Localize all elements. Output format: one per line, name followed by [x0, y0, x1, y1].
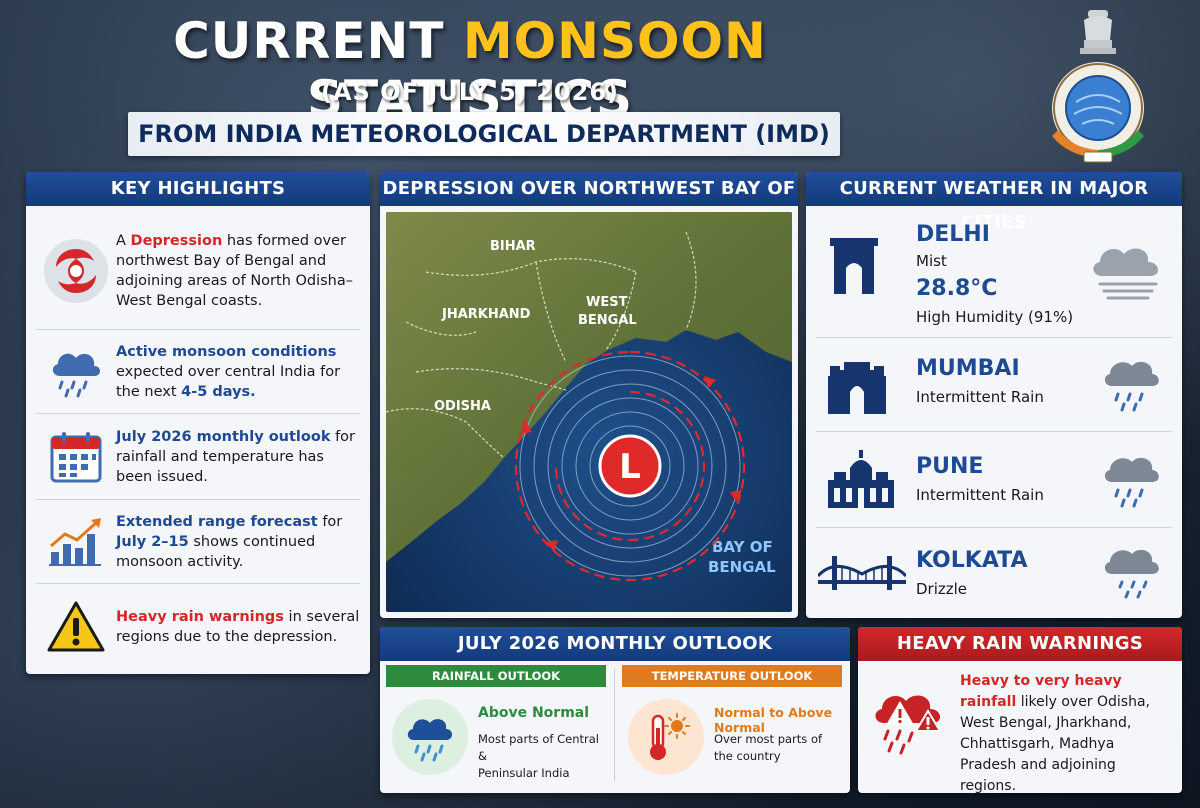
city-condition: Drizzle: [916, 580, 968, 598]
howrah-bridge-icon: [818, 556, 906, 590]
title-accent: MONSOON: [462, 12, 767, 70]
heavy-rain-warnings-text: Heavy to very heavy rainfall likely over…: [960, 673, 1151, 793]
cyclone-icon: [44, 238, 108, 303]
highlight-item-depression: A Depression has formed over northwest B…: [36, 212, 360, 330]
imd-emblem-icon: [1052, 10, 1144, 163]
depression-map: BIHAR JHARKHAND WEST BENGAL ODISHA BAY O…: [386, 212, 792, 612]
city-name: DELHI: [916, 222, 990, 247]
highlight-text: Active monsoon conditions expected over …: [116, 343, 341, 400]
chart-up-icon: [49, 517, 101, 566]
monthly-outlook-heading: JULY 2026 MONTHLY OUTLOOK: [380, 627, 850, 661]
rain-cloud-icon: [407, 719, 452, 762]
temperature-outlook-heading: TEMPERATURE OUTLOOK: [622, 665, 842, 687]
source-banner: FROM INDIA METEOROLOGICAL DEPARTMENT (IM…: [128, 112, 840, 156]
temperature-outlook-desc: Over most parts of the country: [714, 732, 823, 763]
india-gate-icon: [830, 238, 878, 294]
city-condition: Intermittent Rain: [916, 388, 1044, 406]
heavy-rain-warnings-panel: HEAVY RAIN WARNINGS Heavy to very heavy …: [858, 627, 1182, 793]
highlight-text: July 2026 monthly outlook for rainfall a…: [116, 428, 356, 485]
palace-icon: [828, 450, 894, 508]
highlight-item-extended: Extended range forecast for July 2–15 sh…: [36, 500, 360, 584]
highlight-text: Heavy rain warnings in several regions d…: [116, 609, 360, 645]
temperature-outlook: TEMPERATURE OUTLOOK Normal to Above Norm…: [622, 665, 842, 787]
map-label-west-bengal-2: BENGAL: [578, 313, 637, 328]
city-name: PUNE: [916, 454, 984, 479]
map-label-jharkhand: JHARKHAND: [441, 307, 531, 322]
city-name: MUMBAI: [916, 356, 1020, 381]
highlight-text: Extended range forecast for July 2–15 sh…: [116, 513, 343, 570]
highlight-text: A Depression has formed over northwest B…: [116, 232, 354, 309]
city-row-pune: PUNE Intermittent Rain: [816, 432, 1172, 528]
city-weather-panel: CURRENT WEATHER IN MAJOR CITIES DELHI Mi…: [806, 172, 1182, 618]
mist-icon: [1093, 248, 1159, 300]
monthly-outlook-panel: JULY 2026 MONTHLY OUTLOOK RAINFALL OUTLO…: [380, 627, 850, 793]
highlight-item-monsoon: Active monsoon conditions expected over …: [36, 330, 360, 414]
page-subtitle: (AS OF JULY 5, 2026): [321, 78, 619, 106]
header: CURRENT MONSOON STATISTICS (AS OF JULY 5…: [0, 0, 1200, 165]
depression-map-panel: DEPRESSION OVER NORTHWEST BAY OF BENGAL: [380, 172, 798, 618]
rainfall-outlook-heading: RAINFALL OUTLOOK: [386, 665, 606, 687]
rain-icon: [1104, 361, 1159, 412]
gateway-of-india-icon: [828, 362, 886, 414]
rainfall-outlook-value: Above Normal: [478, 705, 590, 721]
heavy-rain-warnings-heading: HEAVY RAIN WARNINGS: [858, 627, 1182, 661]
map-heading: DEPRESSION OVER NORTHWEST BAY OF BENGAL: [380, 172, 798, 233]
drizzle-icon: [1104, 549, 1159, 599]
city-temperature: 28.8°C: [916, 276, 998, 301]
storm-warning-icon: [875, 695, 942, 755]
city-condition: Mist: [916, 252, 947, 270]
thermometer-sun-icon: [650, 713, 690, 760]
city-name: KOLKATA: [916, 548, 1028, 573]
outlook-divider: [614, 669, 615, 781]
rainfall-outlook-desc: Most parts of Central & Peninsular India: [478, 732, 599, 780]
low-pressure-marker: L: [619, 447, 641, 487]
city-row-mumbai: MUMBAI Intermittent Rain: [816, 338, 1172, 432]
city-row-delhi: DELHI Mist 28.8°C High Humidity (91%): [816, 210, 1172, 338]
key-highlights-panel: KEY HIGHLIGHTS A Depression has formed o…: [26, 172, 370, 674]
temperature-outlook-value: Normal to Above Normal: [714, 705, 833, 735]
warning-icon: [47, 601, 105, 652]
rain-icon: [1104, 457, 1159, 508]
map-label-west-bengal: WEST: [586, 295, 628, 310]
calendar-icon: [50, 431, 102, 482]
map-label-bay-of-bengal: BAY OF: [712, 538, 773, 556]
city-condition: Intermittent Rain: [916, 486, 1044, 504]
highlight-item-warnings: Heavy rain warnings in several regions d…: [36, 584, 360, 670]
map-label-bay-of-bengal-2: BENGAL: [708, 558, 776, 576]
rain-cloud-icon: [52, 353, 100, 397]
city-humidity: High Humidity (91%): [916, 308, 1074, 326]
rainfall-outlook: RAINFALL OUTLOOK Above Normal Most parts…: [386, 665, 606, 787]
map-label-bihar: BIHAR: [490, 239, 536, 254]
highlight-item-outlook: July 2026 monthly outlook for rainfall a…: [36, 414, 360, 500]
city-row-kolkata: KOLKATA Drizzle: [816, 528, 1172, 616]
key-highlights-heading: KEY HIGHLIGHTS: [26, 172, 370, 206]
map-label-odisha: ODISHA: [434, 399, 491, 414]
page-title: CURRENT MONSOON STATISTICS: [173, 12, 767, 128]
city-weather-heading: CURRENT WEATHER IN MAJOR CITIES: [806, 172, 1182, 233]
